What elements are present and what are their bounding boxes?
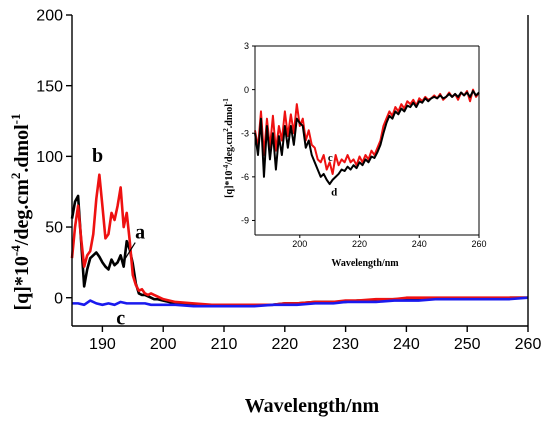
- main-x-tick-label: 190: [89, 336, 116, 353]
- main-x-axis-title: Wavelength/nm: [245, 395, 380, 417]
- inset-x-tick-label: 260: [471, 239, 486, 249]
- inset-y-axis-title: [q]*10-4/deg.cm2.dmol-1: [222, 98, 235, 198]
- main-x-tick-label: 240: [393, 336, 420, 353]
- inset-y-tick-label: 0: [244, 85, 249, 95]
- main-y-tick-label: 0: [54, 290, 63, 307]
- main-series-c-line: [72, 296, 529, 308]
- inset-y-axis-title-exp2: 2: [222, 128, 230, 132]
- main-curve-label-a: a: [135, 221, 145, 243]
- inset-y-axis-title-exp3: -1: [222, 98, 230, 104]
- inset-x-axis-title: Wavelength/nm: [331, 258, 399, 269]
- inset-y-axis-title-rest: .dmol: [224, 104, 235, 128]
- main-y-axis-title-exp3: -1: [8, 113, 23, 124]
- svg-text:[q]*10-4/deg.cm2.dmol-1: [q]*10-4/deg.cm2.dmol-1: [8, 113, 33, 310]
- main-y-axis-title-exp2: 2: [8, 173, 23, 180]
- main-y-tick-label: 50: [45, 220, 63, 237]
- main-y-axis-title-rest: .dmol: [11, 124, 33, 173]
- inset-plot: 200 220 240 260 3 0 -3 -6 -9 c d: [241, 41, 487, 249]
- main-y-axis-title: [q]*10-4/deg.cm2.dmol-1: [8, 113, 33, 310]
- main-x-tick-label: 200: [150, 336, 177, 353]
- main-curve-label-c: c: [116, 308, 125, 330]
- inset-y-tick-label: -9: [241, 216, 249, 226]
- main-x-tick-label: 250: [454, 336, 481, 353]
- main-series-b-line: [70, 173, 528, 307]
- inset-y-axis-title-unit: /deg.cm: [224, 131, 235, 166]
- main-y-axis-title-unit: /deg.cm: [11, 179, 33, 246]
- inset-series-d-line: [254, 90, 480, 186]
- main-x-tick-label: 210: [211, 336, 238, 353]
- inset-x-tick-label: 200: [292, 239, 307, 249]
- inset-y-tick-label: -3: [241, 128, 249, 138]
- main-curve-label-b: b: [92, 145, 103, 167]
- main-y-axis-title-base: [q]*10: [11, 256, 33, 310]
- inset-x-tick-label: 220: [352, 239, 367, 249]
- inset-y-tick-label: -6: [241, 172, 249, 182]
- svg-text:[q]*10-4/deg.cm2.dmol-1: [q]*10-4/deg.cm2.dmol-1: [222, 98, 235, 198]
- main-x-tick-label: 220: [271, 336, 298, 353]
- inset-y-axis-title-base: [q]*10: [224, 171, 235, 198]
- inset-y-tick-label: 3: [244, 41, 249, 51]
- main-y-tick-label: 150: [36, 78, 63, 95]
- inset-y-axis-title-exp1: -4: [222, 164, 230, 170]
- main-curve-label-a-leader: [124, 242, 136, 259]
- inset-curve-label-d: d: [331, 187, 337, 199]
- main-y-tick-label: 100: [36, 149, 63, 166]
- main-y-axis-title-exp1: -4: [8, 245, 23, 256]
- inset-curve-label-c: c: [328, 152, 333, 164]
- inset-x-tick-label: 240: [412, 239, 427, 249]
- main-y-tick-label: 200: [36, 8, 63, 25]
- main-x-tick-label: 230: [332, 336, 359, 353]
- main-x-tick-label: 260: [515, 336, 542, 353]
